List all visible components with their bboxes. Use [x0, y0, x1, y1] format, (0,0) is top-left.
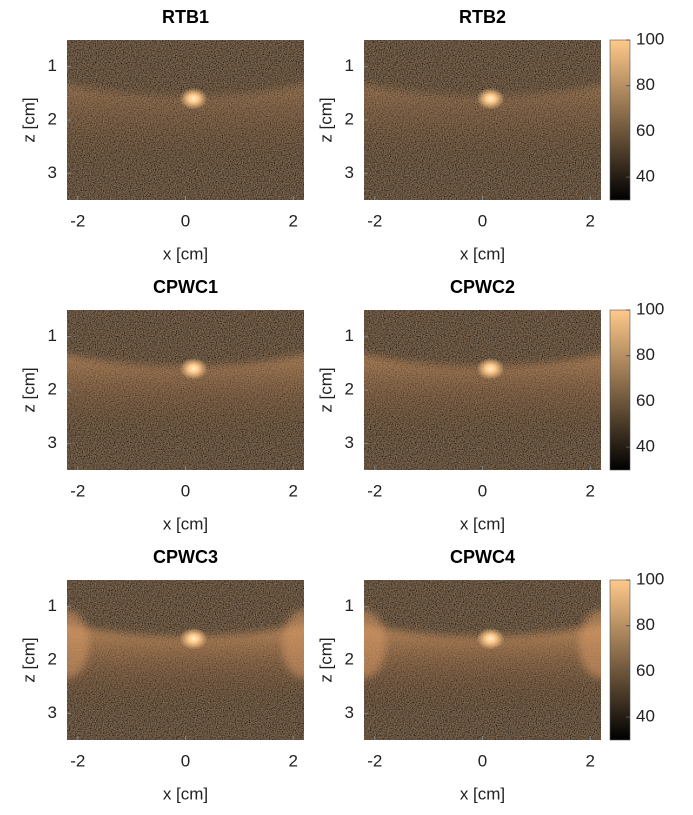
colorbar-tick-label: 60: [636, 391, 655, 410]
colorbar-tick-label: 80: [636, 345, 655, 364]
x-tick-label: 0: [181, 481, 190, 500]
x-tick-label: -2: [367, 481, 382, 500]
tissue-band: [364, 354, 601, 438]
edge-glow: [364, 610, 386, 678]
ultrasound-image: [364, 40, 601, 200]
y-tick-label: 2: [345, 379, 354, 398]
y-tick-label: 1: [345, 596, 354, 615]
panel-title: CPWC1: [153, 277, 218, 297]
y-axis-label: z [cm]: [316, 97, 335, 142]
x-tick-label: 2: [288, 751, 297, 770]
y-tick-label: 2: [48, 649, 57, 668]
bright-spot: [476, 627, 505, 650]
x-tick-label: 2: [288, 481, 297, 500]
y-tick-label: 3: [48, 433, 57, 452]
panel-title: CPWC2: [450, 277, 515, 297]
colorbar: [609, 309, 631, 471]
colorbar-tick-label: 100: [636, 29, 664, 48]
ultrasound-image: [67, 40, 304, 200]
panel-title: CPWC3: [153, 547, 218, 567]
colorbar-tick-label: 80: [636, 615, 655, 634]
x-tick-label: -2: [70, 481, 85, 500]
edge-glow: [67, 610, 89, 678]
x-tick-label: -2: [70, 211, 85, 230]
colorbar-tick-label: 40: [636, 707, 655, 726]
ultrasound-image: [67, 580, 304, 740]
x-tick-label: 0: [478, 481, 487, 500]
edge-glow: [282, 610, 304, 678]
panel-title: RTB2: [459, 7, 506, 27]
y-axis-label: z [cm]: [19, 637, 38, 682]
colorbar-tick-label: 40: [636, 437, 655, 456]
y-axis-label: z [cm]: [19, 367, 38, 412]
bright-spot: [179, 87, 208, 110]
x-axis-label: x [cm]: [163, 784, 208, 803]
y-tick-label: 1: [48, 326, 57, 345]
x-tick-label: 0: [181, 211, 190, 230]
bright-spot: [476, 87, 505, 110]
x-tick-label: 0: [478, 751, 487, 770]
colorbar: [609, 579, 631, 741]
bright-spot: [476, 357, 505, 380]
ultrasound-image: [364, 580, 601, 740]
y-tick-label: 2: [345, 649, 354, 668]
x-axis-label: x [cm]: [460, 514, 505, 533]
x-axis-label: x [cm]: [460, 784, 505, 803]
x-tick-label: 0: [181, 751, 190, 770]
x-tick-label: -2: [367, 751, 382, 770]
colorbar: [609, 39, 631, 201]
y-axis-label: z [cm]: [316, 637, 335, 682]
x-axis-label: x [cm]: [460, 244, 505, 263]
edge-glow: [579, 610, 601, 678]
y-tick-label: 3: [345, 703, 354, 722]
colorbar-tick-label: 60: [636, 661, 655, 680]
y-tick-label: 3: [48, 163, 57, 182]
panel-title: CPWC4: [450, 547, 515, 567]
ultrasound-image: [67, 310, 304, 470]
x-tick-label: 0: [478, 211, 487, 230]
y-tick-label: 1: [345, 56, 354, 75]
y-tick-label: 2: [345, 109, 354, 128]
y-tick-label: 1: [345, 326, 354, 345]
y-tick-label: 3: [345, 163, 354, 182]
y-tick-label: 1: [48, 56, 57, 75]
x-tick-label: -2: [367, 211, 382, 230]
y-axis-label: z [cm]: [316, 367, 335, 412]
x-tick-label: 2: [585, 751, 594, 770]
tissue-band: [364, 84, 601, 168]
colorbar-tick-label: 80: [636, 75, 655, 94]
ultrasound-image: [364, 310, 601, 470]
tissue-band: [67, 624, 304, 708]
x-tick-label: 2: [288, 211, 297, 230]
colorbar-tick-label: 60: [636, 121, 655, 140]
colorbar-tick-label: 100: [636, 569, 664, 588]
x-tick-label: 2: [585, 481, 594, 500]
x-axis-label: x [cm]: [163, 244, 208, 263]
y-tick-label: 2: [48, 109, 57, 128]
y-tick-label: 3: [345, 433, 354, 452]
y-axis-label: z [cm]: [19, 97, 38, 142]
y-tick-label: 2: [48, 379, 57, 398]
x-axis-label: x [cm]: [163, 514, 208, 533]
colorbar-tick-label: 40: [636, 167, 655, 186]
bright-spot: [179, 357, 208, 380]
x-tick-label: -2: [70, 751, 85, 770]
bright-spot: [179, 627, 208, 650]
x-tick-label: 2: [585, 211, 594, 230]
colorbar-tick-label: 100: [636, 299, 664, 318]
tissue-band: [67, 354, 304, 438]
y-tick-label: 1: [48, 596, 57, 615]
tissue-band: [364, 624, 601, 708]
panel-title: RTB1: [162, 7, 209, 27]
y-tick-label: 3: [48, 703, 57, 722]
tissue-band: [67, 84, 304, 168]
